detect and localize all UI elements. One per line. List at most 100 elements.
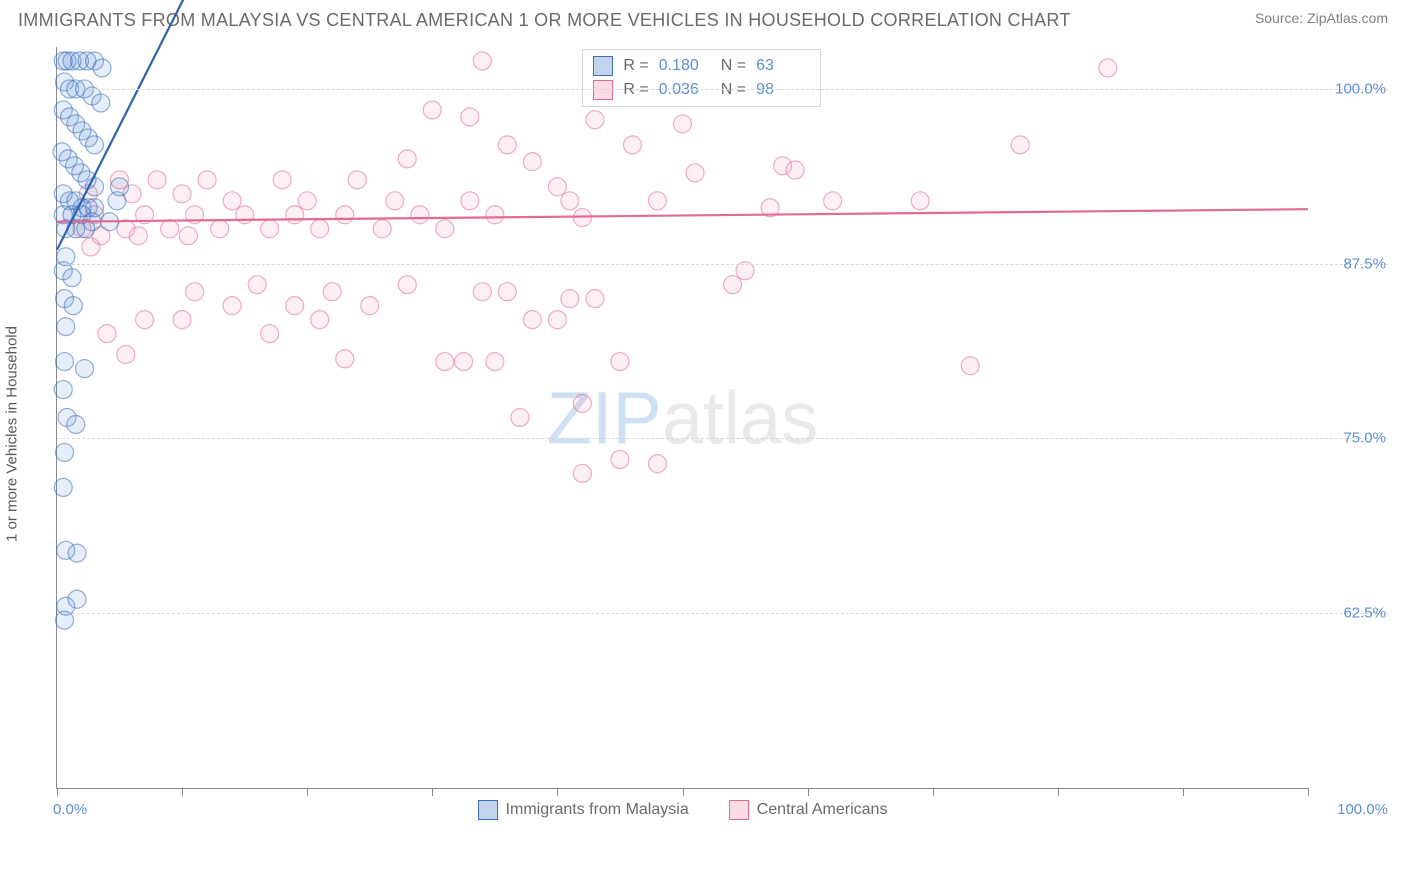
data-point	[111, 178, 129, 196]
data-point	[674, 115, 692, 133]
data-point	[573, 464, 591, 482]
n-value-1: 63	[756, 57, 808, 75]
data-point	[648, 455, 666, 473]
legend-inset-row-2: R = 0.036 N = 98	[593, 78, 808, 102]
n-label-2: N =	[721, 81, 746, 99]
data-point	[298, 192, 316, 210]
legend-bottom: Immigrants from Malaysia Central America…	[478, 800, 888, 820]
legend-bottom-swatch-2	[729, 800, 749, 820]
x-tick	[432, 788, 433, 796]
data-point	[286, 297, 304, 315]
legend-bottom-label-2: Central Americans	[757, 801, 888, 819]
y-tick-label: 62.5%	[1316, 605, 1386, 622]
y-tick-label: 75.0%	[1316, 430, 1386, 447]
data-point	[76, 360, 94, 378]
data-point	[148, 171, 166, 189]
title-bar: IMMIGRANTS FROM MALAYSIA VS CENTRAL AMER…	[0, 0, 1406, 39]
data-point	[68, 590, 86, 608]
data-point	[473, 283, 491, 301]
data-point	[561, 290, 579, 308]
data-point	[129, 227, 147, 245]
n-value-2: 98	[756, 81, 808, 99]
data-point	[586, 111, 604, 129]
data-point	[236, 206, 254, 224]
data-point	[54, 478, 72, 496]
data-point	[261, 325, 279, 343]
legend-bottom-swatch-1	[478, 800, 498, 820]
data-point	[67, 415, 85, 433]
x-min-label: 0.0%	[53, 801, 87, 818]
x-tick	[1308, 788, 1309, 796]
data-point	[586, 290, 604, 308]
data-point	[461, 192, 479, 210]
plot-wrap: 1 or more Vehicles in Household ZIPatlas…	[48, 39, 1388, 829]
data-point	[611, 450, 629, 468]
data-point	[573, 395, 591, 413]
data-point	[824, 192, 842, 210]
data-point	[473, 52, 491, 70]
data-point	[136, 311, 154, 329]
data-point	[523, 153, 541, 171]
plot-area: ZIPatlas R = 0.180 N = 63 R = 0.036 N = …	[56, 47, 1308, 789]
data-point	[117, 346, 135, 364]
data-point	[511, 409, 529, 427]
data-point	[348, 171, 366, 189]
r-value-2: 0.036	[659, 81, 711, 99]
data-point	[54, 381, 72, 399]
data-point	[498, 283, 516, 301]
y-tick-label: 100.0%	[1316, 80, 1386, 97]
data-point	[455, 353, 473, 371]
legend-inset: R = 0.180 N = 63 R = 0.036 N = 98	[582, 49, 821, 107]
data-point	[648, 192, 666, 210]
data-point	[1099, 59, 1117, 77]
data-point	[911, 192, 929, 210]
data-point	[686, 164, 704, 182]
data-point	[198, 171, 216, 189]
data-point	[398, 150, 416, 168]
legend-inset-row-1: R = 0.180 N = 63	[593, 54, 808, 78]
source-attribution: Source: ZipAtlas.com	[1255, 10, 1388, 26]
legend-swatch-2	[593, 80, 613, 100]
n-label-1: N =	[721, 57, 746, 75]
data-point	[93, 59, 111, 77]
gridline	[57, 613, 1388, 614]
data-point	[623, 136, 641, 154]
data-point	[223, 297, 241, 315]
data-point	[498, 136, 516, 154]
data-point	[461, 108, 479, 126]
data-point	[211, 220, 229, 238]
data-point	[223, 192, 241, 210]
data-point	[161, 220, 179, 238]
x-tick	[933, 788, 934, 796]
gridline	[57, 438, 1388, 439]
data-point	[436, 353, 454, 371]
data-point	[561, 192, 579, 210]
x-max-label: 100.0%	[1337, 801, 1388, 818]
legend-bottom-item-1: Immigrants from Malaysia	[478, 800, 689, 820]
x-tick	[808, 788, 809, 796]
data-point	[311, 220, 329, 238]
r-value-1: 0.180	[659, 57, 711, 75]
data-point	[373, 220, 391, 238]
legend-bottom-label-1: Immigrants from Malaysia	[506, 801, 689, 819]
x-tick	[57, 788, 58, 796]
data-point	[724, 276, 742, 294]
data-point	[63, 269, 81, 287]
data-point	[286, 206, 304, 224]
data-point	[386, 192, 404, 210]
legend-bottom-item-2: Central Americans	[729, 800, 888, 820]
data-point	[92, 94, 110, 112]
data-point	[786, 161, 804, 179]
data-point	[411, 206, 429, 224]
x-tick	[307, 788, 308, 796]
data-point	[323, 283, 341, 301]
data-point	[86, 136, 104, 154]
data-point	[361, 297, 379, 315]
data-point	[98, 325, 116, 343]
data-point	[611, 353, 629, 371]
r-label-1: R =	[623, 57, 648, 75]
gridline	[57, 89, 1388, 90]
data-point	[1011, 136, 1029, 154]
data-point	[486, 206, 504, 224]
r-label-2: R =	[623, 81, 648, 99]
